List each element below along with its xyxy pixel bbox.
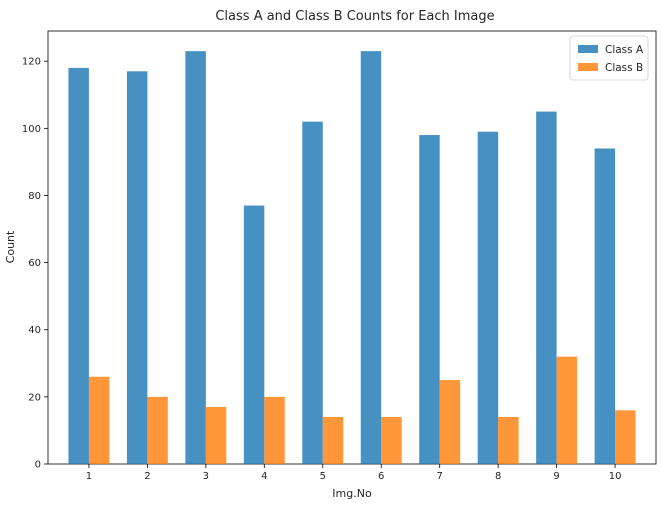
- y-tick-label: 60: [28, 258, 41, 269]
- y-tick-label: 20: [28, 392, 41, 403]
- legend-swatch-class-b: [578, 63, 598, 71]
- bar-class-a-10: [594, 148, 616, 465]
- bar-class-a-3: [185, 51, 206, 464]
- x-axis: 1 2 3 4 5 6 7 8 9 10: [86, 464, 622, 482]
- x-tick-label: 4: [261, 471, 267, 482]
- legend-label-class-a: Class A: [605, 44, 644, 56]
- x-tick-label: 10: [609, 471, 622, 482]
- x-tick-label: 2: [144, 471, 150, 482]
- bar-class-b-4: [264, 396, 285, 464]
- bar-class-b-3: [205, 406, 227, 464]
- y-tick-label: 80: [28, 191, 41, 202]
- y-tick-label: 100: [22, 124, 41, 135]
- x-tick-label: 5: [320, 471, 326, 482]
- bar-class-b-8: [498, 417, 519, 464]
- bar-class-b-6: [381, 417, 402, 464]
- x-tick-label: 7: [437, 471, 443, 482]
- bar-class-b-9: [556, 356, 578, 464]
- x-axis-label: Img.No: [332, 487, 372, 500]
- x-tick-label: 6: [378, 471, 384, 482]
- y-axis-label: Count: [4, 230, 17, 263]
- bar-class-a-6: [360, 51, 382, 464]
- bar-class-b-7: [439, 380, 461, 464]
- bar-class-a-1: [68, 67, 89, 465]
- legend-label-class-b: Class B: [605, 62, 643, 74]
- x-tick-label: 8: [495, 471, 501, 482]
- bar-class-b-1: [88, 376, 110, 464]
- chart-title: Class A and Class B Counts for Each Imag…: [215, 9, 494, 24]
- bar-class-b-2: [147, 396, 168, 464]
- bar-class-a-4: [243, 205, 265, 465]
- legend: Class A Class B: [569, 35, 649, 81]
- bar-class-b-10: [615, 410, 636, 464]
- bar-class-a-5: [302, 121, 323, 464]
- legend-swatch-class-a: [578, 45, 598, 53]
- bars-group: [68, 51, 636, 465]
- x-tick-label: 9: [553, 471, 559, 482]
- bar-class-a-9: [536, 111, 557, 464]
- bar-class-a-2: [126, 71, 148, 464]
- bar-class-b-5: [322, 417, 344, 464]
- y-tick-label: 40: [28, 325, 41, 336]
- y-tick-label: 120: [22, 57, 41, 68]
- y-axis: 0 20 40 60 80 100 120: [22, 57, 48, 471]
- y-tick-label: 0: [35, 460, 41, 471]
- x-tick-label: 3: [203, 471, 209, 482]
- bar-class-a-8: [477, 131, 499, 464]
- x-tick-label: 1: [86, 471, 92, 482]
- bar-class-a-7: [419, 135, 440, 465]
